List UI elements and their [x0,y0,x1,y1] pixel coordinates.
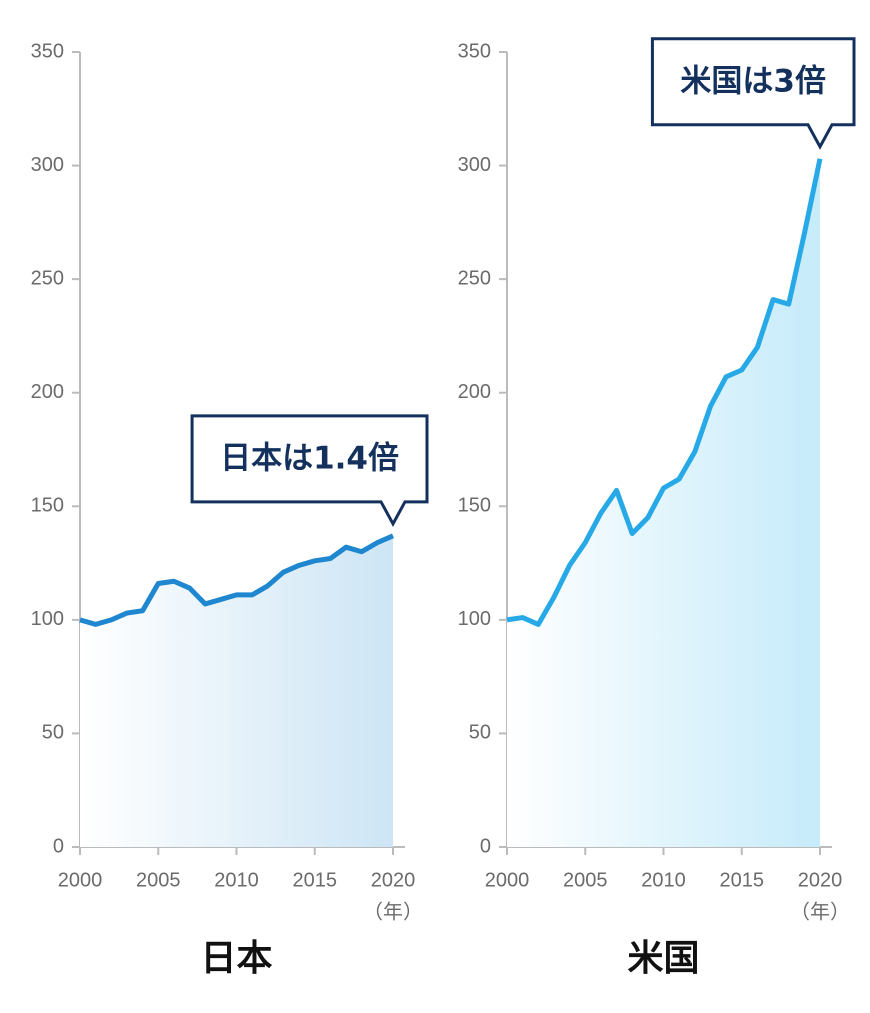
y-tick-label: 0 [53,835,64,857]
y-tick-label: 50 [42,722,64,744]
callout: 日本は1.4倍 [190,414,429,527]
x-tick-label: 2005 [136,869,181,891]
x-tick-label: 2000 [58,869,103,891]
x-axis-unit: （年） [363,900,423,923]
y-tick-label: 300 [458,154,491,176]
x-tick-label: 2015 [293,869,338,891]
y-tick-label: 350 [31,40,64,62]
y-tick-label: 150 [31,495,64,517]
callout-box [190,414,429,527]
y-tick-label: 250 [31,267,64,289]
y-tick-label: 100 [458,608,491,630]
line [79,533,394,627]
y-tick-label: 250 [458,267,491,289]
x-tick-label: 2020 [798,869,843,891]
y-tick-label: 300 [31,154,64,176]
callout-box [650,37,856,150]
x-tick-label: 2015 [720,869,765,891]
callout-text: 米国は3倍 [680,63,826,99]
x-tick-label: 2010 [641,869,686,891]
x-tick-label: 2000 [485,869,530,891]
x-tick-label: 2005 [563,869,608,891]
line [506,158,823,627]
chart-title: 日本 [200,938,272,979]
y-tick-label: 350 [458,40,491,62]
y-tick-label: 200 [458,381,491,403]
callout: 米国は3倍 [650,37,856,150]
area [80,535,393,847]
y-tick-label: 0 [480,835,491,857]
callout-text: 日本は1.4倍 [220,440,399,476]
x-tick-label: 2020 [371,869,416,891]
y-tick-label: 50 [469,722,491,744]
x-tick-label: 2010 [214,869,259,891]
x-axis-unit: （年） [790,900,850,923]
y-tick-label: 100 [31,608,64,630]
y-tick-label: 150 [458,495,491,517]
area [507,158,820,847]
chart-title: 米国 [627,938,699,979]
y-tick-label: 200 [31,381,64,403]
